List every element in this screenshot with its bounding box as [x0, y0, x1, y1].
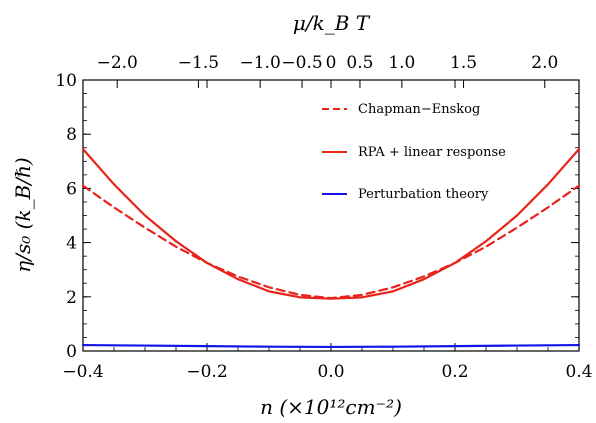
y-tick-label: 8	[66, 125, 77, 145]
x-tick-label: 0.4	[565, 362, 592, 382]
legend-label-rpa: RPA + linear response	[358, 145, 506, 160]
top-tick-label: 0.5	[346, 53, 373, 73]
top-tick-label: 2.0	[531, 53, 558, 73]
series-lines	[81, 148, 581, 349]
x-tick-label: 0.0	[317, 362, 344, 382]
y-tick-label: 10	[55, 71, 77, 91]
series-line-2	[81, 343, 581, 349]
legend: Chapman−Enskog RPA + linear response Per…	[322, 102, 506, 202]
series-line-0	[81, 184, 581, 300]
top-axis-ticks: −2.0 −1.5 −1.0 −0.5 0 0.5 1.0 1.5 2.0	[97, 53, 558, 88]
top-tick-label: 1.5	[450, 53, 477, 73]
top-axis-title: μ/k_B T	[293, 11, 371, 35]
top-tick-label: 0	[326, 53, 337, 73]
top-tick-label: 1.0	[388, 53, 415, 73]
y-axis-ticks: 0 2 4 6 8 10	[55, 71, 579, 362]
top-tick-label: −0.5	[281, 53, 322, 73]
y-tick-label: 4	[66, 234, 77, 254]
y-tick-label: 6	[66, 179, 77, 199]
y-axis-title: η/s₀ (k_B/ℏ)	[11, 157, 35, 272]
x-tick-label: 0.2	[441, 362, 468, 382]
legend-label-perturbation: Perturbation theory	[358, 187, 489, 202]
series-line-1	[81, 148, 581, 300]
y-tick-label: 2	[66, 288, 77, 308]
plot-frame	[82, 79, 580, 352]
x-axis-ticks: −0.4 −0.2 0.0 0.2 0.4	[62, 80, 593, 382]
x-tick-label: −0.2	[186, 362, 227, 382]
y-tick-label: 0	[66, 342, 77, 362]
x-axis-title: n (×10¹²cm⁻²)	[260, 395, 402, 419]
top-tick-label: −1.0	[239, 53, 280, 73]
top-tick-label: −2.0	[97, 53, 138, 73]
x-tick-label: −0.4	[62, 362, 103, 382]
legend-label-chapman-enskog: Chapman−Enskog	[358, 102, 480, 117]
top-tick-label: −1.5	[178, 53, 219, 73]
